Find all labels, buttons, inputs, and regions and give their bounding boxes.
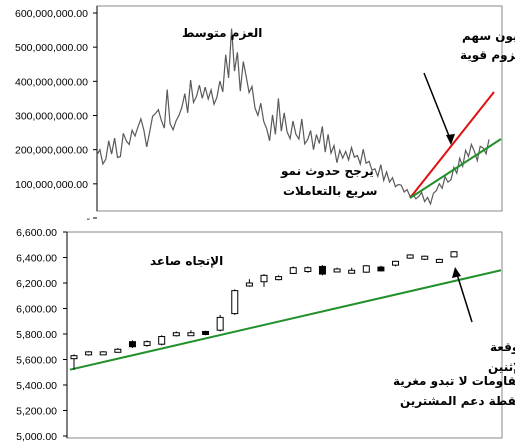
y-tick-label: 5,200.00 (16, 406, 57, 418)
candle-body (99, 351, 107, 356)
momentum-series-line (96, 28, 490, 206)
support-trendline (409, 138, 502, 199)
candle-body (348, 269, 356, 274)
candle-body (406, 254, 414, 259)
resistance-trendline (409, 91, 495, 199)
y-tick-label: 5,400.00 (16, 380, 57, 392)
candlestick (362, 265, 370, 273)
candle-body (275, 276, 283, 281)
candlestick (85, 351, 93, 356)
candle-body (70, 355, 78, 360)
candlestick (245, 279, 253, 287)
bottom-annotation-line4: للبائعين ومستوى 6370 نقطة دعم المشترين (400, 394, 515, 409)
candlestick (450, 251, 458, 258)
y-tick-label: 5,000.00 (16, 431, 57, 443)
y-tick-label: 100,000,000.00 (15, 179, 88, 191)
candlestick (172, 331, 180, 337)
candlestick (114, 348, 122, 353)
candle-body (260, 274, 268, 283)
candle-body (304, 267, 312, 273)
bottom-chart-frame (66, 231, 503, 439)
candle-body (362, 265, 370, 273)
bottom-annotation-line2: لجلسة الإثنين (488, 360, 515, 374)
top-annotation-line4: سريع بالتعاملات (283, 184, 377, 198)
top-annotation-line1: تبقى 10 مليون سهم (462, 29, 515, 44)
candle-body (333, 268, 341, 273)
expected-move-arrow (455, 270, 473, 323)
candle-body (85, 351, 93, 356)
candle-body (158, 336, 166, 345)
candle-body (450, 251, 458, 258)
expected-move-arrowhead (452, 267, 461, 278)
candle-body (128, 341, 136, 348)
candle-body (392, 260, 400, 266)
y-tick-label: 5,800.00 (16, 329, 57, 341)
candlestick (406, 254, 414, 259)
y-tick-label: 5,600.00 (16, 355, 57, 367)
candlestick (216, 314, 224, 332)
candlestick (99, 351, 107, 356)
candle-body (318, 265, 326, 275)
bottom-chart-title: الإتجاه صاعد (150, 254, 223, 268)
y-tick-label: 6,600.00 (16, 227, 57, 239)
candlestick (392, 260, 400, 267)
y-tick-label: - (87, 213, 91, 225)
bottom-annotation-line1: حركة متوقعة (490, 340, 515, 355)
y-tick-label: 6,200.00 (16, 278, 57, 290)
candle-body (143, 341, 151, 346)
candlestick (260, 274, 268, 287)
candlestick (318, 265, 326, 276)
candlestick (435, 258, 443, 263)
candlestick (187, 330, 195, 337)
candlestick (231, 289, 239, 315)
y-tick-label: 300,000,000.00 (15, 111, 88, 123)
y-tick-label: 500,000,000.00 (15, 42, 88, 54)
candle-body (421, 255, 429, 260)
candlestick (70, 354, 78, 370)
candlestick (202, 330, 210, 336)
candlestick (348, 267, 356, 274)
top-annotation-line2: وتصبح العزوم قوية (460, 48, 515, 63)
candle-body (289, 267, 297, 274)
bottom-annotation-line3: السوق يقف عند مقاومات لا تبدو مغرية (393, 374, 515, 389)
candlestick (304, 266, 312, 273)
y-tick-label: 400,000,000.00 (15, 76, 88, 88)
candlestick (333, 267, 341, 273)
candle-body (216, 316, 224, 331)
candlestick (143, 340, 151, 347)
candle-body (172, 332, 180, 337)
candlestick (377, 265, 385, 272)
candle-body (114, 348, 122, 353)
candlestick (289, 266, 297, 275)
y-tick-label: 200,000,000.00 (15, 145, 88, 157)
uptrend-support-line (69, 269, 502, 371)
candle-body (435, 258, 443, 263)
candlestick (158, 335, 166, 346)
top-chart-title: العزم متوسط (182, 26, 262, 41)
top-chart-frame (96, 5, 503, 212)
y-tick-label: 600,000,000.00 (15, 8, 88, 20)
annotation-arrow (423, 72, 452, 142)
y-tick-label: 6,400.00 (16, 253, 57, 265)
candlestick (128, 340, 136, 349)
candlestick (421, 255, 429, 261)
annotation-arrowhead (446, 134, 455, 145)
candle-body (377, 266, 385, 272)
top-annotation-line3: يرجح حدوث نمو (280, 164, 374, 179)
y-tick-label: 6,000.00 (16, 304, 57, 316)
candle-body (231, 290, 239, 315)
candle-body (187, 332, 195, 337)
candle-body (245, 282, 253, 287)
candle-body (202, 330, 210, 335)
candlestick (275, 275, 283, 281)
